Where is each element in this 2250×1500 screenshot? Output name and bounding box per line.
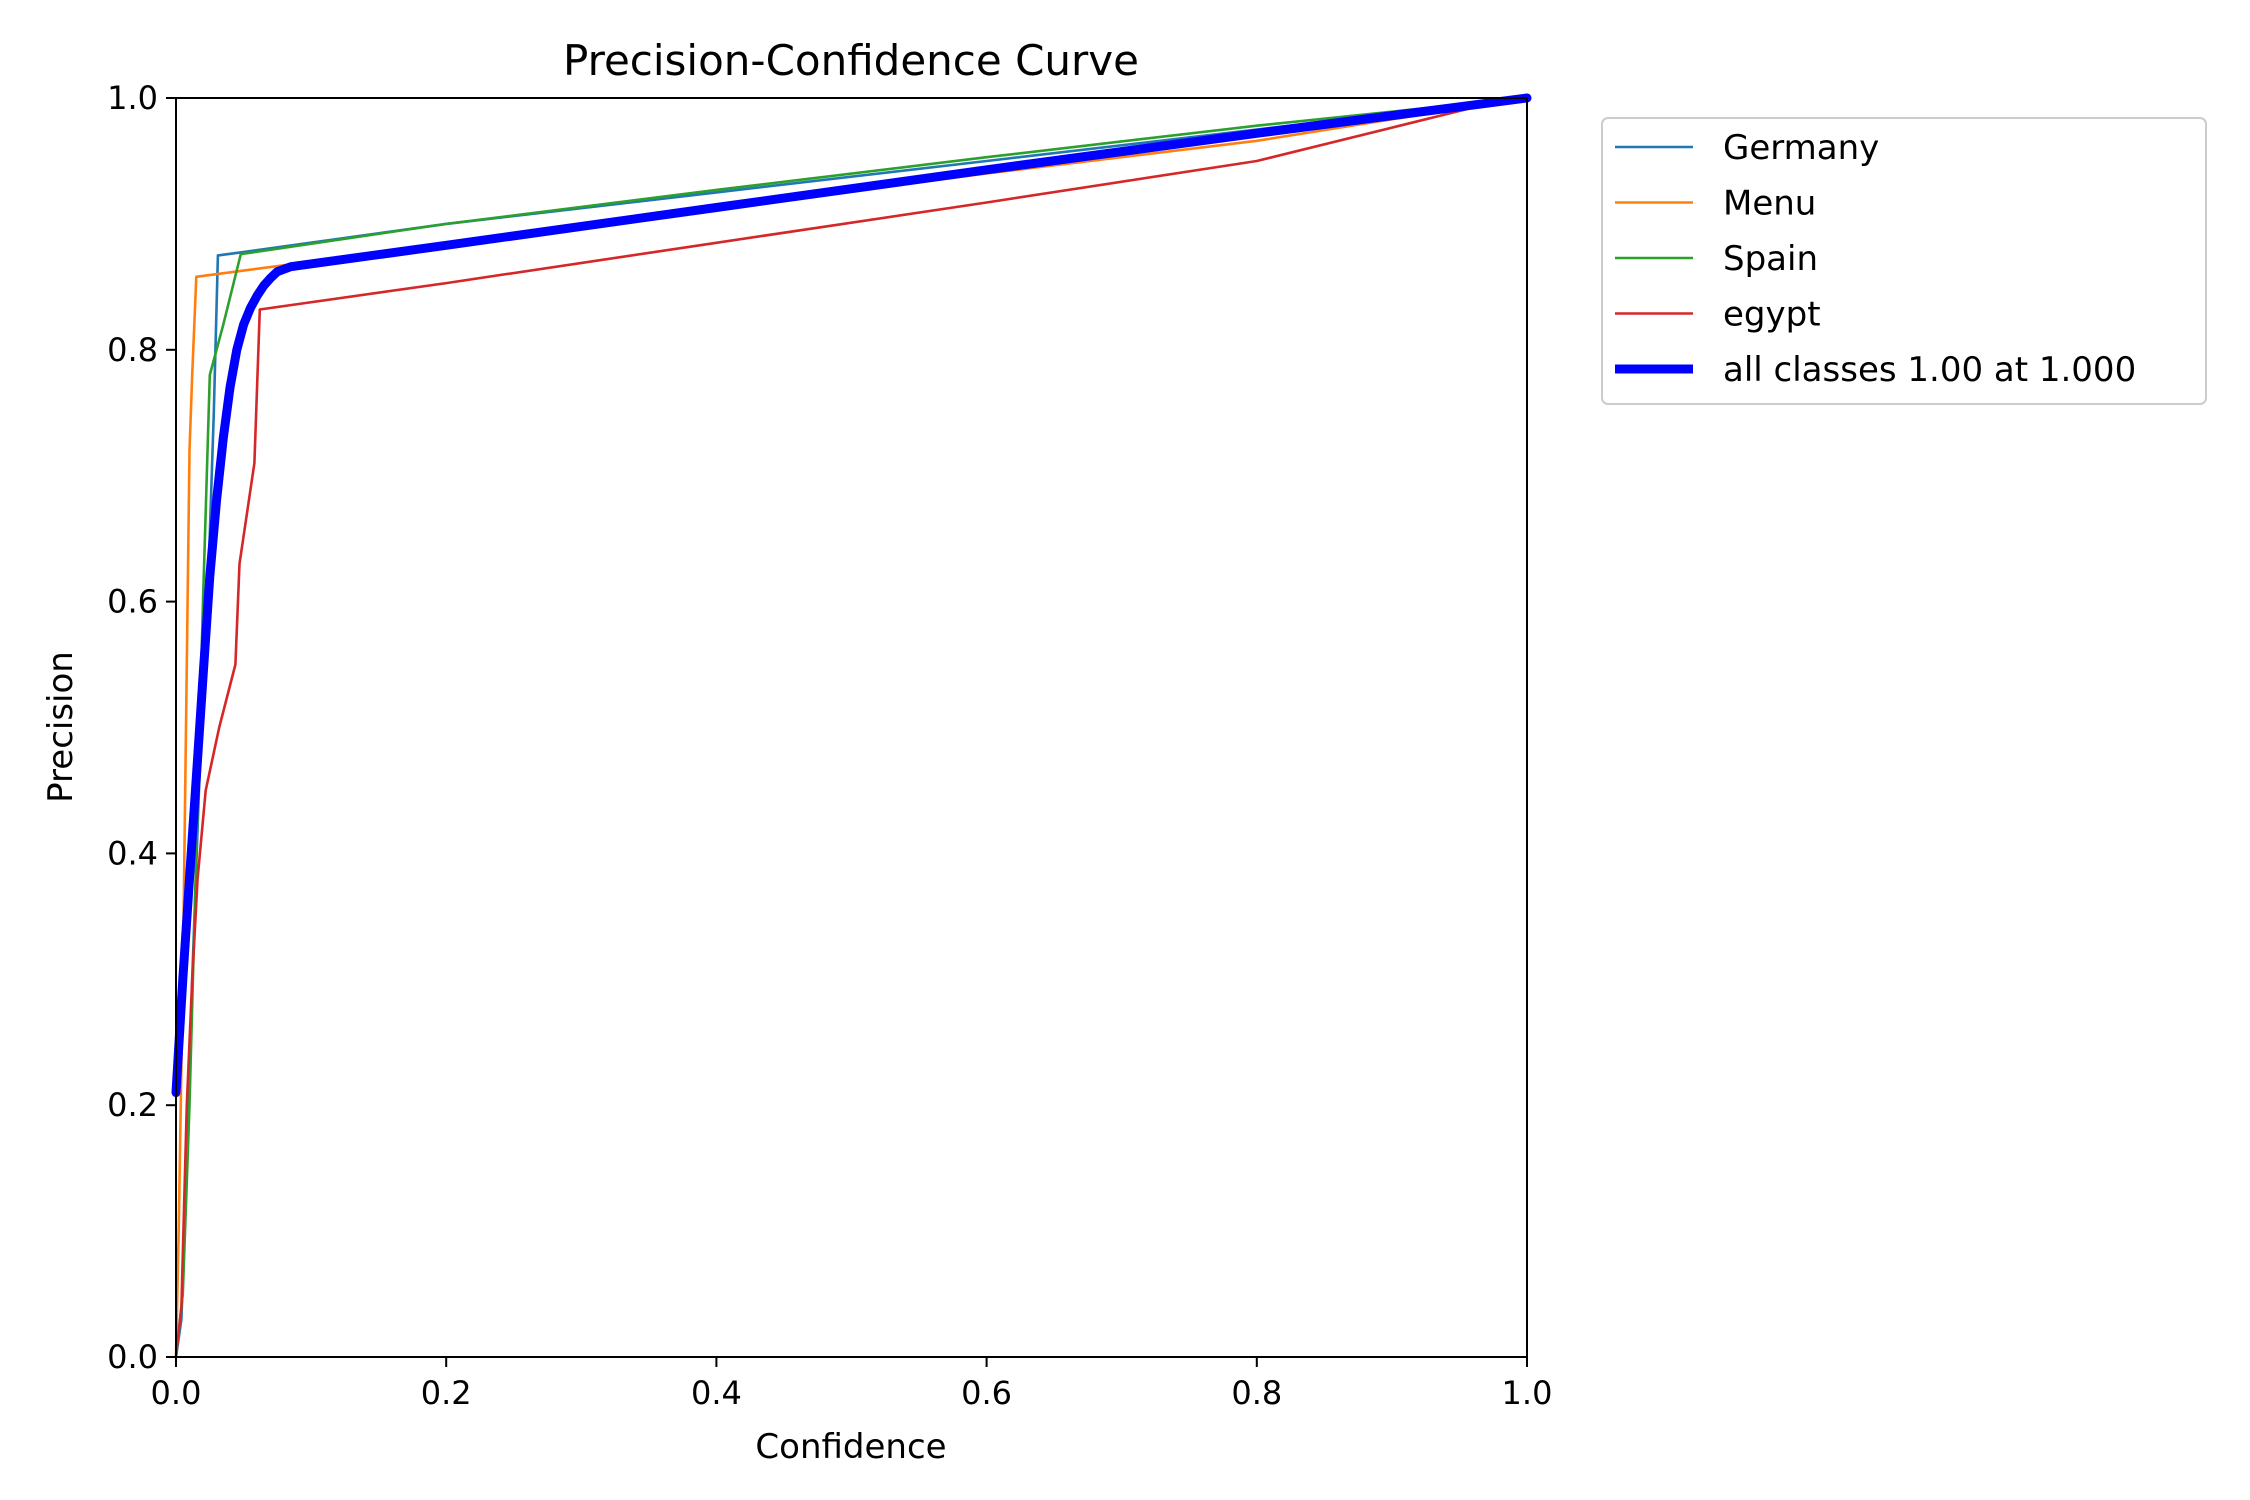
y-tick-label: 0.0 xyxy=(107,1338,158,1376)
plot-frame xyxy=(175,97,1528,1358)
plot-area xyxy=(176,98,1527,1357)
legend-label-1: Menu xyxy=(1723,184,1816,224)
x-tick-label: 0.8 xyxy=(1231,1374,1282,1412)
legend-label-2: Spain xyxy=(1723,239,1818,279)
y-tick-label: 0.2 xyxy=(107,1086,158,1124)
y-axis-label: Precision xyxy=(41,651,81,803)
x-axis-ticks: 0.0 0.2 0.4 0.6 0.8 1.0 xyxy=(151,1357,1553,1412)
x-tick-label: 1.0 xyxy=(1502,1374,1553,1412)
x-tick-label: 0.2 xyxy=(421,1374,472,1412)
x-axis-label: Confidence xyxy=(755,1427,946,1467)
legend-box xyxy=(1601,117,2207,405)
series-line-4 xyxy=(171,93,1532,1098)
y-tick-label: 0.8 xyxy=(107,331,158,369)
legend-label-0: Germany xyxy=(1723,128,1879,168)
x-tick-label: 0.0 xyxy=(151,1374,202,1412)
series-line-3 xyxy=(174,96,1529,1359)
x-tick-label: 0.6 xyxy=(961,1374,1012,1412)
series-line-2 xyxy=(174,96,1529,1359)
x-tick-label: 0.4 xyxy=(691,1374,742,1412)
legend-label-4: all classes 1.00 at 1.000 xyxy=(1723,350,2136,390)
chart-title: Precision-Confidence Curve xyxy=(563,36,1139,85)
y-tick-label: 0.4 xyxy=(107,834,158,872)
legend-label-3: egypt xyxy=(1723,295,1821,335)
legend: Germany Menu Spain egypt all classes 1.00 at… xyxy=(1601,117,2207,405)
series-layer xyxy=(171,93,1532,1359)
y-axis-ticks: 0.0 0.2 0.4 0.6 0.8 1.0 xyxy=(107,79,176,1376)
y-tick-label: 1.0 xyxy=(107,79,158,117)
y-tick-label: 0.6 xyxy=(107,583,158,621)
